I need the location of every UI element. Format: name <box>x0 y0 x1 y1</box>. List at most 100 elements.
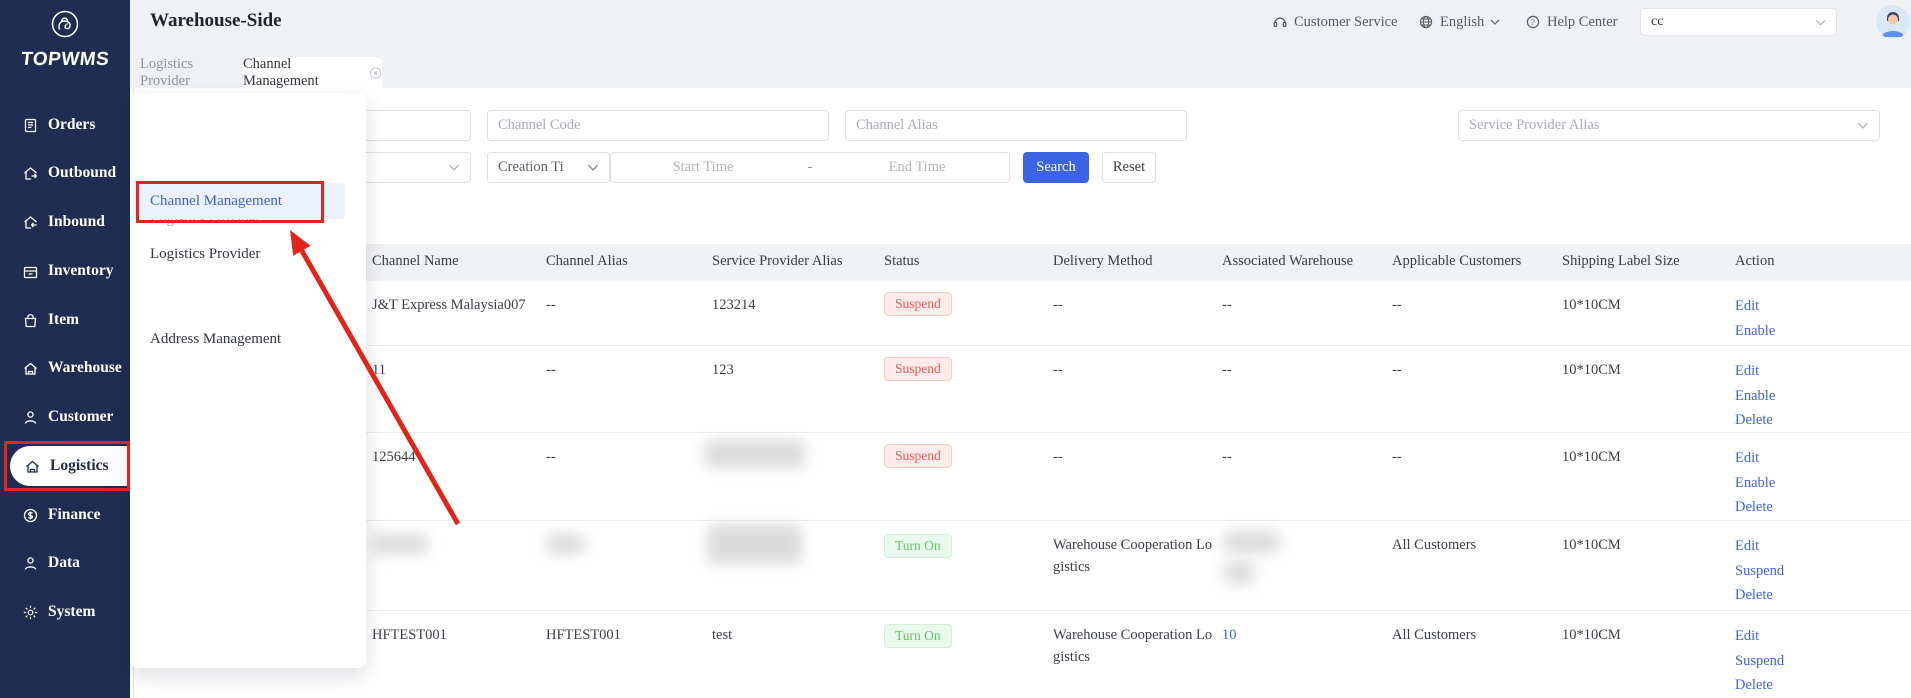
sidebar-item-system[interactable]: System <box>0 597 130 627</box>
select-placeholder: Service Provider Alias <box>1469 117 1600 133</box>
cell-delivery-method: -- <box>1053 362 1063 378</box>
customer-service-menu[interactable]: Customer Service <box>1272 0 1398 44</box>
status-badge: Turn On <box>884 534 952 558</box>
sidebar-item-data[interactable]: Data <box>0 548 130 578</box>
cell-channel-name: 125644 <box>372 449 416 465</box>
action-edit-link[interactable]: Edit <box>1735 450 1760 466</box>
cell-service-provider-alias: test <box>712 627 733 643</box>
cell-channel-name: J&T Express Malaysia007 <box>372 297 526 313</box>
action-edit-link[interactable]: Edit <box>1735 628 1760 644</box>
cell-associated-warehouse: -- <box>1222 297 1232 313</box>
submenu-item-channel-management[interactable]: Channel Management <box>133 183 345 219</box>
table-row: Turn On Warehouse Cooperation Logistics … <box>140 521 1911 611</box>
action-edit-link[interactable]: Edit <box>1735 298 1760 314</box>
cell-channel-alias: HFTEST001 <box>546 627 621 643</box>
customer-service-label: Customer Service <box>1294 13 1398 30</box>
sidebar: TOPWMS Orders Outbound Inbound Inventory… <box>0 0 130 698</box>
sidebar-item-item[interactable]: Item <box>0 305 130 335</box>
action-delete-link[interactable]: Delete <box>1735 587 1773 603</box>
cell-actions: Edit Enable Delete <box>1735 359 1775 433</box>
tab-logistics-provider[interactable]: Logistics Provider <box>140 56 236 89</box>
svg-text:?: ? <box>1531 17 1535 27</box>
chevron-down-icon <box>1857 122 1869 129</box>
action-delete-link[interactable]: Delete <box>1735 499 1773 515</box>
redacted-channel-alias <box>546 534 584 554</box>
cell-delivery-method: -- <box>1053 449 1063 465</box>
sidebar-item-inbound[interactable]: Inbound <box>0 207 130 237</box>
chevron-down-icon <box>1490 19 1500 25</box>
col-service-provider-alias: Service Provider Alias <box>712 253 843 269</box>
action-delete-link[interactable]: Delete <box>1735 677 1773 693</box>
associated-warehouse-link[interactable]: 10 <box>1222 627 1237 643</box>
elephant-logo-icon <box>51 10 79 38</box>
service-provider-alias-select[interactable]: Service Provider Alias <box>1458 110 1880 141</box>
sidebar-item-orders[interactable]: Orders <box>0 110 130 140</box>
submenu-item-label: Channel Management <box>150 192 283 209</box>
tab-channel-management[interactable]: Channel Management <box>243 56 382 89</box>
cell-actions: Edit Enable Delete <box>1735 446 1775 520</box>
cell-shipping-label-size: 10*10CM <box>1562 362 1621 378</box>
sidebar-item-label: Customer <box>48 408 114 425</box>
date-range-picker[interactable]: Start Time - End Time <box>610 152 1010 183</box>
redacted-channel-name <box>372 534 428 554</box>
sidebar-item-label: Item <box>48 311 79 328</box>
redacted-associated-warehouse <box>1224 562 1254 584</box>
action-edit-link[interactable]: Edit <box>1735 363 1760 379</box>
channel-code-input[interactable] <box>487 110 829 141</box>
cell-service-provider-alias: 123 <box>712 362 734 378</box>
cell-status: Turn On <box>884 624 952 648</box>
language-menu[interactable]: English <box>1418 0 1500 44</box>
box-icon <box>23 266 38 278</box>
language-label: English <box>1440 13 1485 30</box>
help-center-menu[interactable]: ? Help Center <box>1525 0 1617 44</box>
person-icon <box>24 410 37 424</box>
logistics-icon <box>26 460 39 473</box>
sidebar-item-label: Inbound <box>48 213 105 230</box>
col-applicable-customers: Applicable Customers <box>1392 253 1522 269</box>
submenu-item-logistics-provider[interactable]: Logistics Provider <box>150 246 261 262</box>
cell-delivery-method: -- <box>1053 297 1063 313</box>
submenu-item-address-management[interactable]: Address Management <box>150 331 282 347</box>
action-enable-link[interactable]: Enable <box>1735 387 1776 404</box>
sidebar-item-warehouse[interactable]: Warehouse <box>0 353 130 383</box>
account-select[interactable]: cc <box>1640 8 1837 36</box>
chevron-down-icon <box>1815 19 1826 26</box>
data-icon <box>24 556 37 570</box>
tab-close-icon[interactable] <box>369 66 382 80</box>
cell-channel-alias: -- <box>546 362 556 378</box>
cell-shipping-label-size: 10*10CM <box>1562 537 1621 553</box>
cell-status: Suspend <box>884 444 952 468</box>
sidebar-item-customer[interactable]: Customer <box>0 402 130 432</box>
channel-alias-input[interactable] <box>845 110 1187 141</box>
cell-actions: Edit Suspend Delete <box>1735 624 1784 698</box>
gear-icon <box>23 605 38 619</box>
table-row: 11 -- 123 Suspend -- -- -- 10*10CM Edit … <box>140 346 1911 433</box>
action-enable-link[interactable]: Enable <box>1735 474 1776 491</box>
warehouse-icon <box>24 362 37 375</box>
sidebar-item-finance[interactable]: Finance <box>0 500 130 530</box>
action-edit-link[interactable]: Edit <box>1735 538 1760 554</box>
col-delivery-method: Delivery Method <box>1053 253 1153 269</box>
sidebar-item-outbound[interactable]: Outbound <box>0 158 130 188</box>
cell-actions: Edit Enable <box>1735 294 1775 343</box>
page-title: Warehouse-Side <box>150 10 282 31</box>
creation-time-select[interactable]: Creation Ti <box>487 152 610 183</box>
redacted-service-provider-alias <box>705 440 805 468</box>
sidebar-item-logistics[interactable]: Logistics <box>10 446 130 486</box>
reset-button[interactable]: Reset <box>1102 152 1156 183</box>
cell-delivery-method: Warehouse Cooperation Logistics <box>1053 537 1213 575</box>
search-button[interactable]: Search <box>1023 152 1089 183</box>
action-suspend-link[interactable]: Suspend <box>1735 652 1785 669</box>
user-avatar[interactable] <box>1876 5 1910 39</box>
sidebar-item-label: System <box>48 603 96 620</box>
cell-channel-alias: -- <box>546 297 556 313</box>
action-suspend-link[interactable]: Suspend <box>1735 562 1785 579</box>
chevron-down-icon <box>587 164 599 171</box>
globe-icon <box>1419 15 1433 29</box>
action-delete-link[interactable]: Delete <box>1735 412 1773 428</box>
sidebar-item-label: Warehouse <box>48 359 122 376</box>
col-status: Status <box>884 253 920 269</box>
action-enable-link[interactable]: Enable <box>1735 322 1776 339</box>
sidebar-item-inventory[interactable]: Inventory <box>0 256 130 286</box>
